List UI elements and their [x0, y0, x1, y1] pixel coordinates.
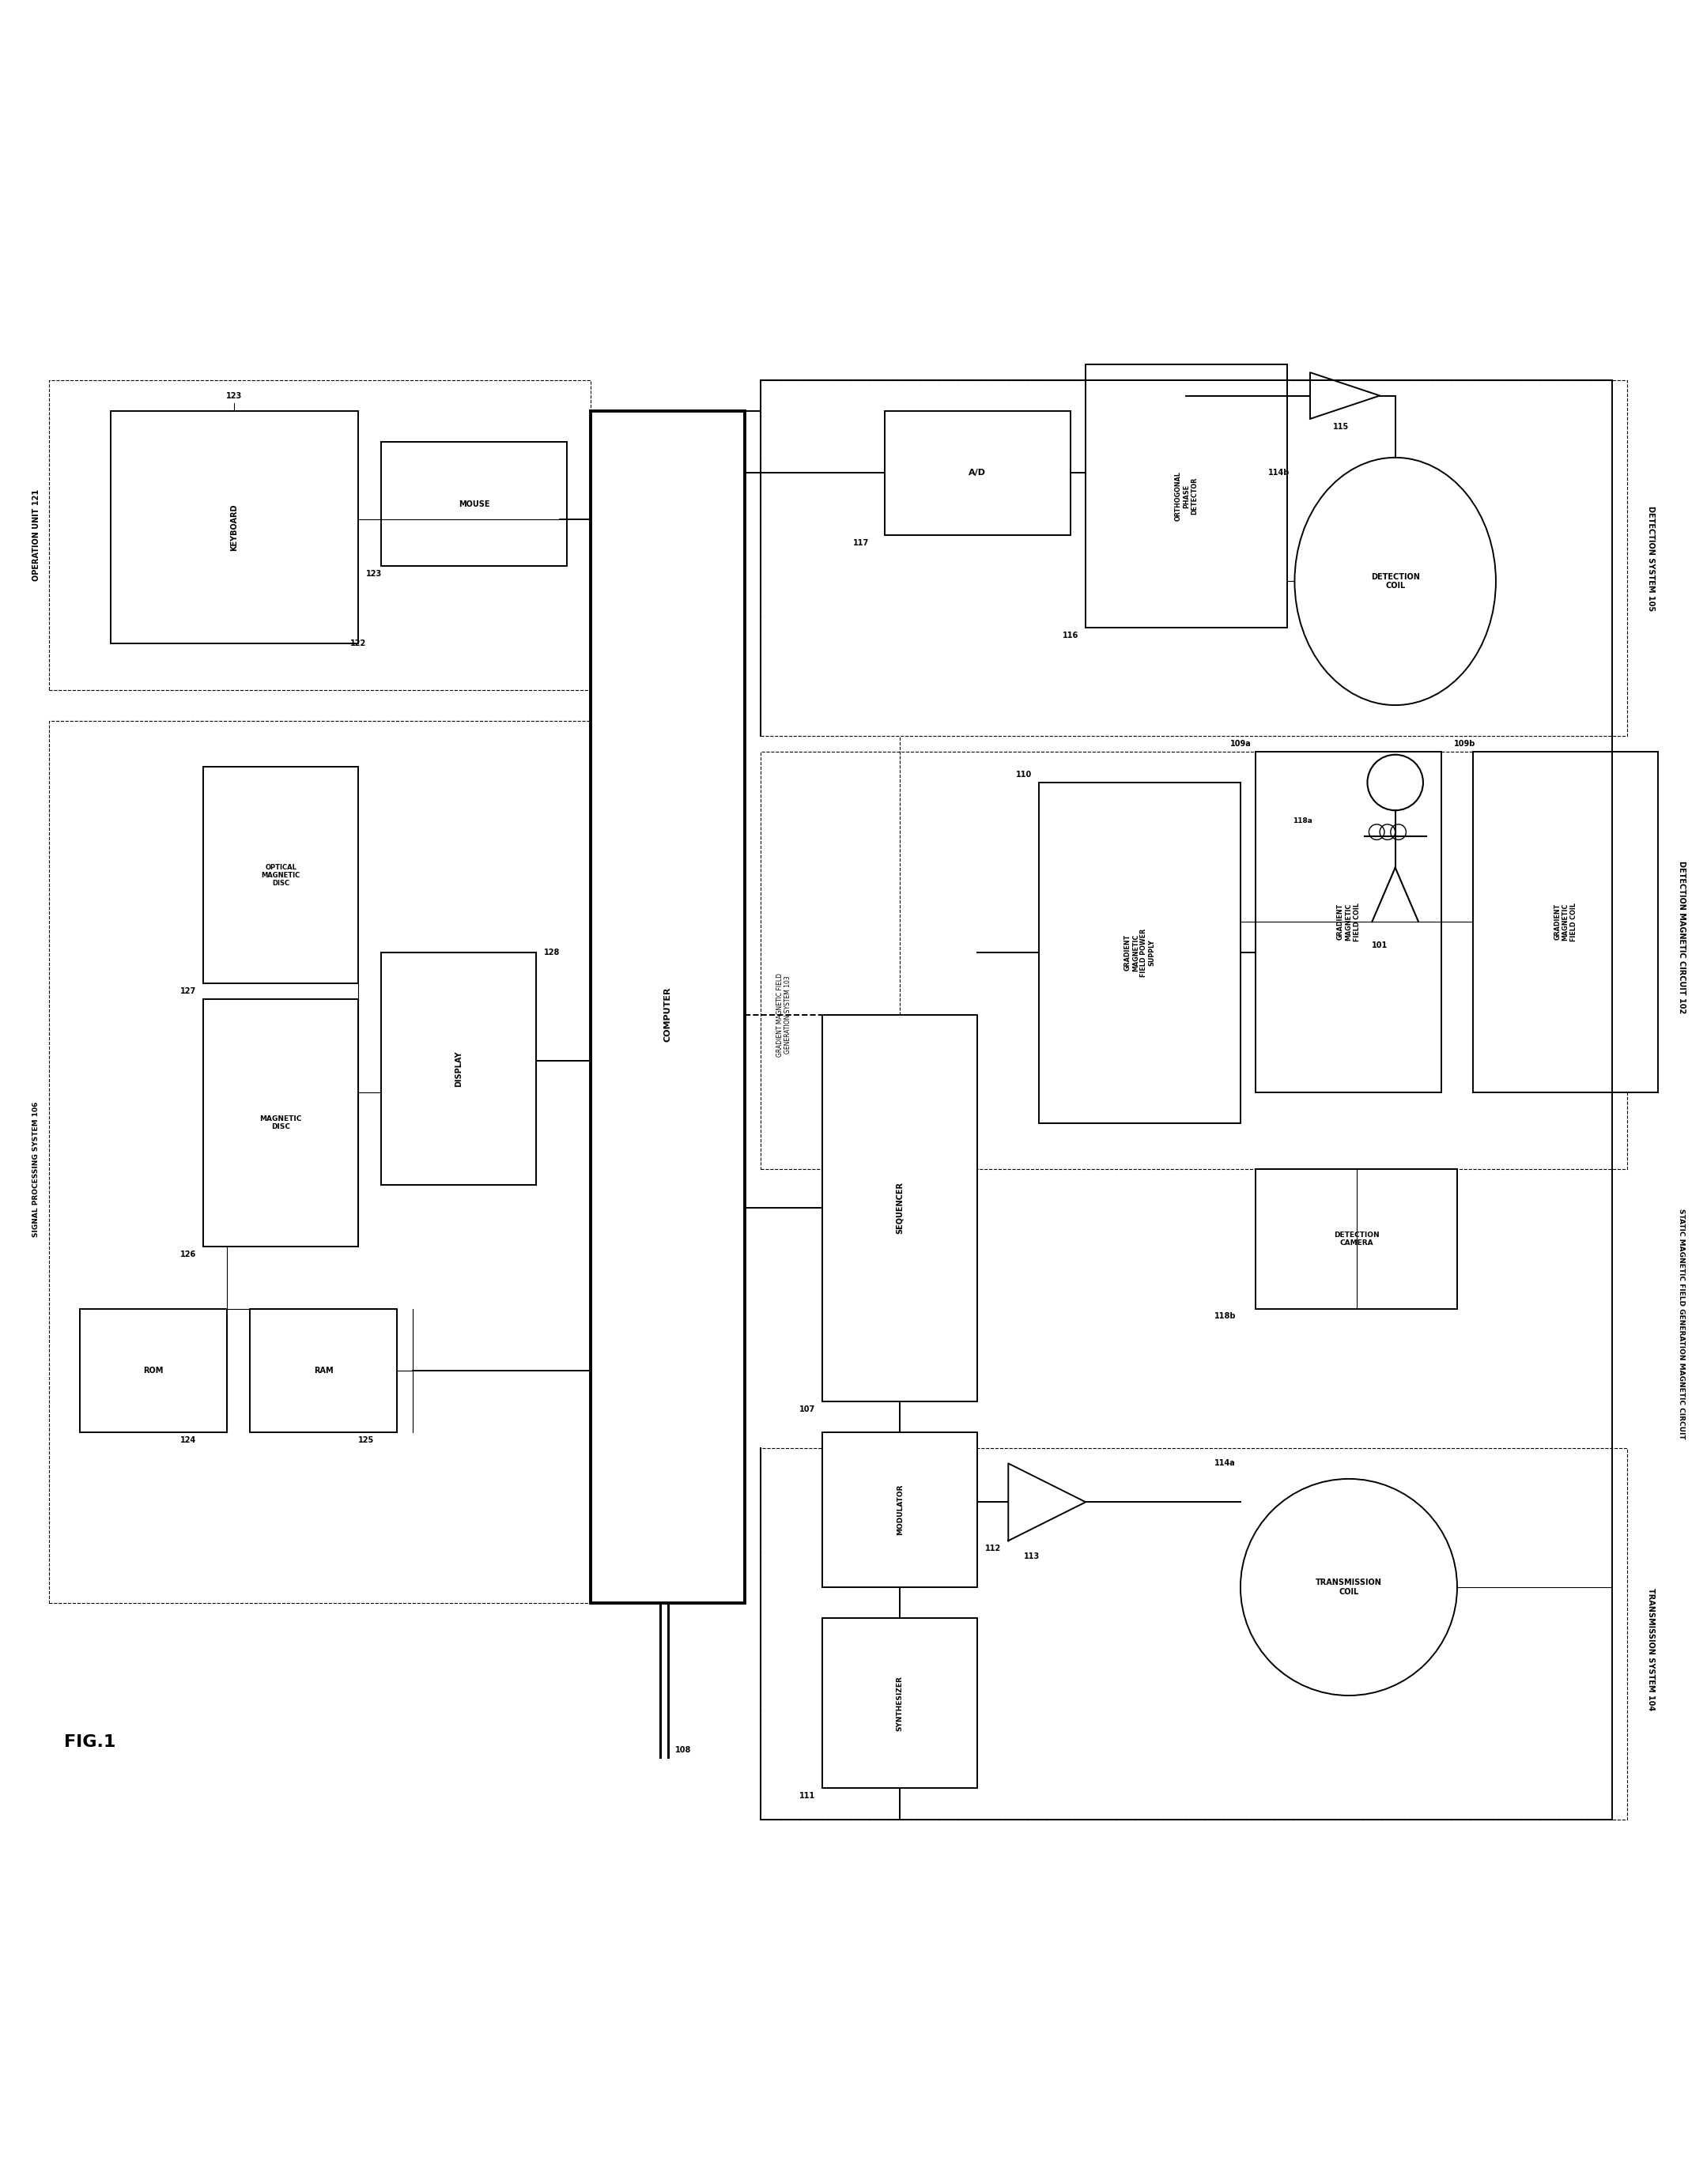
Text: 109a: 109a	[1229, 740, 1251, 747]
FancyBboxPatch shape	[80, 1308, 227, 1433]
Text: DETECTION
COIL: DETECTION COIL	[1371, 572, 1420, 590]
Text: RAM: RAM	[314, 1367, 333, 1374]
Text: DETECTION
CAMERA: DETECTION CAMERA	[1333, 1232, 1379, 1247]
FancyBboxPatch shape	[1256, 1168, 1458, 1308]
Text: MOUSE: MOUSE	[459, 500, 490, 509]
Text: 117: 117	[854, 539, 869, 546]
FancyBboxPatch shape	[203, 767, 358, 983]
Text: 124: 124	[179, 1437, 196, 1444]
Text: 112: 112	[985, 1544, 1000, 1553]
Ellipse shape	[1241, 1479, 1458, 1695]
Text: DETECTION MAGNETIC CIRCUIT 102: DETECTION MAGNETIC CIRCUIT 102	[1678, 860, 1685, 1013]
Text: 107: 107	[799, 1404, 814, 1413]
Text: MODULATOR: MODULATOR	[896, 1485, 903, 1535]
Text: KEYBOARD: KEYBOARD	[230, 505, 239, 550]
Text: GRADIENT
MAGNETIC
FIELD POWER
SUPPLY: GRADIENT MAGNETIC FIELD POWER SUPPLY	[1123, 928, 1156, 976]
Text: 123: 123	[365, 570, 382, 577]
Polygon shape	[1309, 373, 1379, 419]
Text: SEQUENCER: SEQUENCER	[896, 1182, 905, 1234]
Text: GRADIENT
MAGNETIC
FIELD COIL: GRADIENT MAGNETIC FIELD COIL	[1553, 902, 1577, 941]
Text: DISPLAY: DISPLAY	[454, 1051, 463, 1088]
Text: 115: 115	[1333, 424, 1349, 430]
Text: MAGNETIC
DISC: MAGNETIC DISC	[259, 1116, 302, 1131]
Text: 114b: 114b	[1268, 470, 1290, 476]
Text: DETECTION SYSTEM 105: DETECTION SYSTEM 105	[1647, 505, 1654, 612]
Text: 113: 113	[1024, 1553, 1040, 1559]
Ellipse shape	[1294, 459, 1495, 705]
Text: ORTHOGONAL
PHASE
DETECTOR: ORTHOGONAL PHASE DETECTOR	[1174, 472, 1198, 522]
Text: TRANSMISSION
COIL: TRANSMISSION COIL	[1316, 1579, 1383, 1597]
Text: 118a: 118a	[1292, 817, 1313, 826]
Text: 123: 123	[227, 391, 242, 400]
FancyBboxPatch shape	[1040, 782, 1241, 1123]
Text: 125: 125	[358, 1437, 374, 1444]
Text: 128: 128	[543, 948, 560, 957]
FancyBboxPatch shape	[381, 441, 567, 566]
FancyBboxPatch shape	[1086, 365, 1287, 627]
FancyBboxPatch shape	[1256, 751, 1442, 1092]
Polygon shape	[1009, 1463, 1086, 1540]
Text: 109b: 109b	[1454, 740, 1477, 747]
Text: 110: 110	[1016, 771, 1031, 780]
Text: SYNTHESIZER: SYNTHESIZER	[896, 1675, 903, 1732]
FancyBboxPatch shape	[203, 998, 358, 1247]
Text: GRADIENT MAGNETIC FIELD
GENERATION SYSTEM 103: GRADIENT MAGNETIC FIELD GENERATION SYSTE…	[777, 972, 792, 1057]
Text: 116: 116	[1062, 631, 1079, 640]
Text: TRANSMISSION SYSTEM 104: TRANSMISSION SYSTEM 104	[1647, 1588, 1654, 1710]
Text: 101: 101	[1372, 941, 1388, 948]
Text: COMPUTER: COMPUTER	[664, 987, 673, 1042]
Text: STATIC MAGNETIC FIELD GENERATION MAGNETIC CIRCUIT: STATIC MAGNETIC FIELD GENERATION MAGNETI…	[1678, 1210, 1685, 1439]
Text: GRADIENT
MAGNETIC
FIELD COIL: GRADIENT MAGNETIC FIELD COIL	[1337, 902, 1360, 941]
FancyBboxPatch shape	[1473, 751, 1659, 1092]
Text: 114a: 114a	[1214, 1459, 1236, 1468]
FancyBboxPatch shape	[249, 1308, 398, 1433]
FancyBboxPatch shape	[884, 411, 1070, 535]
Text: 126: 126	[179, 1251, 196, 1258]
FancyBboxPatch shape	[591, 411, 746, 1603]
Text: 111: 111	[799, 1793, 814, 1800]
Text: OPERATION UNIT 121: OPERATION UNIT 121	[32, 489, 41, 581]
Text: 127: 127	[179, 987, 196, 996]
Text: ROM: ROM	[143, 1367, 164, 1374]
Text: A/D: A/D	[968, 470, 987, 476]
Text: 108: 108	[676, 1745, 691, 1754]
FancyBboxPatch shape	[381, 952, 536, 1186]
FancyBboxPatch shape	[823, 1618, 978, 1789]
Text: FIG.1: FIG.1	[65, 1734, 116, 1749]
FancyBboxPatch shape	[823, 1433, 978, 1588]
Text: SIGNAL PROCESSING SYSTEM 106: SIGNAL PROCESSING SYSTEM 106	[32, 1101, 39, 1236]
Text: 118b: 118b	[1214, 1313, 1236, 1321]
FancyBboxPatch shape	[823, 1016, 978, 1402]
Text: 122: 122	[350, 640, 367, 646]
Text: OPTICAL
MAGNETIC
DISC: OPTICAL MAGNETIC DISC	[261, 863, 300, 887]
FancyBboxPatch shape	[111, 411, 358, 644]
